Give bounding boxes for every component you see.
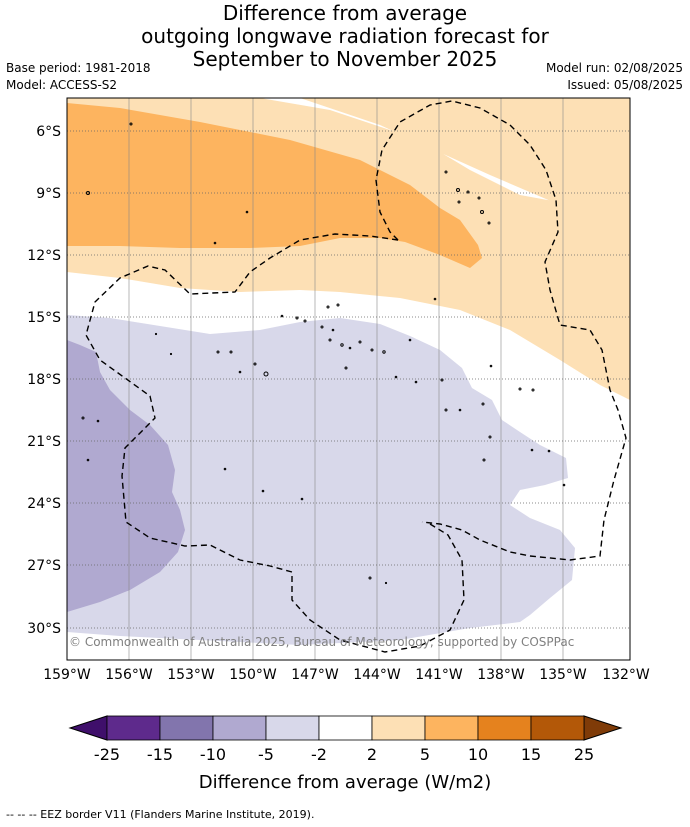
colorbar-segment	[530, 715, 585, 741]
latitude-labels: 6°S 9°S 12°S 15°S 18°S 21°S 24°S 27°S 30…	[27, 124, 61, 637]
lon-label: 135°W	[539, 667, 587, 683]
map-frame	[66, 97, 631, 661]
anomaly-5-to-10-region	[67, 103, 482, 268]
eez-borders	[85, 100, 627, 653]
lat-label: 12°S	[27, 248, 61, 264]
lon-label: 159°W	[43, 667, 91, 683]
colorbar-tick-label: -25	[94, 745, 120, 764]
colorbar-tick-label: -2	[311, 745, 327, 764]
title-line-1: Difference from average	[222, 1, 468, 25]
title-line-3: September to November 2025	[192, 47, 498, 71]
lat-label: 27°S	[27, 558, 61, 574]
lon-label: 147°W	[291, 667, 339, 683]
colorbar: -25 -15 -10 -5 -2 2 5 10 15 25 Difference from av…	[68, 715, 623, 793]
lon-label: 138°W	[477, 667, 525, 683]
colorbar-tick-label: 10	[468, 745, 488, 764]
colorbar-tick-label: 25	[574, 745, 594, 764]
colorbar-segment	[212, 715, 267, 741]
colorbar-segment	[424, 715, 479, 741]
model-run: Model run: 02/08/2025	[545, 61, 683, 75]
lat-label: 6°S	[36, 124, 61, 140]
islands	[81, 122, 566, 585]
anomaly-minus2-to-minus5-region	[67, 315, 575, 645]
copyright-notice: © Commonwealth of Australia 2025, Bureau…	[69, 635, 574, 649]
colorbar-segment	[477, 715, 532, 741]
lon-label: 150°W	[229, 667, 277, 683]
longitude-labels: 159°W 156°W 153°W 150°W 147°W 144°W 141°…	[43, 667, 650, 683]
colorbar-segment	[265, 715, 320, 741]
colorbar-tick-label: -15	[147, 745, 173, 764]
anomaly-minus5-to-minus10-region	[67, 340, 185, 612]
lon-label: 141°W	[415, 667, 463, 683]
lat-label: 24°S	[27, 496, 61, 512]
lat-label: 15°S	[27, 310, 61, 326]
colorbar-tick-label: -10	[200, 745, 226, 764]
colorbar-segment	[159, 715, 214, 741]
colorbar-tick-label: -5	[258, 745, 274, 764]
base-period: Base period: 1981-2018	[6, 61, 151, 75]
map-figure: © Commonwealth of Australia 2025, Bureau…	[27, 97, 650, 793]
colorbar-min-extension	[68, 715, 108, 741]
lon-label: 132°W	[602, 667, 650, 683]
colorbar-segment	[318, 715, 373, 741]
lat-label: 18°S	[27, 372, 61, 388]
colorbar-segment	[106, 715, 161, 741]
eez-marquesas	[375, 100, 627, 561]
issued-date: Issued: 05/08/2025	[567, 78, 683, 92]
eez-legend-note: -- -- -- EEZ border V11 (Flanders Marine…	[6, 808, 315, 821]
map-plot-area: © Commonwealth of Australia 2025, Bureau…	[67, 98, 630, 660]
colorbar-max-extension	[583, 715, 623, 741]
lat-label: 9°S	[36, 186, 61, 202]
title-line-2: outgoing longwave radiation forecast for	[141, 24, 549, 48]
colorbar-tick-label: 15	[521, 745, 541, 764]
latitude-lines	[67, 130, 630, 629]
lat-label: 30°S	[27, 621, 61, 637]
colorbar-tick-label: 5	[420, 745, 430, 764]
colorbar-title: Difference from average (W/m2)	[199, 772, 491, 793]
lon-label: 153°W	[167, 667, 215, 683]
colorbar-segment	[371, 715, 426, 741]
colorbar-tick-label: 2	[367, 745, 377, 764]
lat-label: 21°S	[27, 434, 61, 450]
lon-label: 156°W	[105, 667, 153, 683]
model-name: Model: ACCESS-S2	[6, 78, 118, 92]
lon-label: 144°W	[353, 667, 401, 683]
